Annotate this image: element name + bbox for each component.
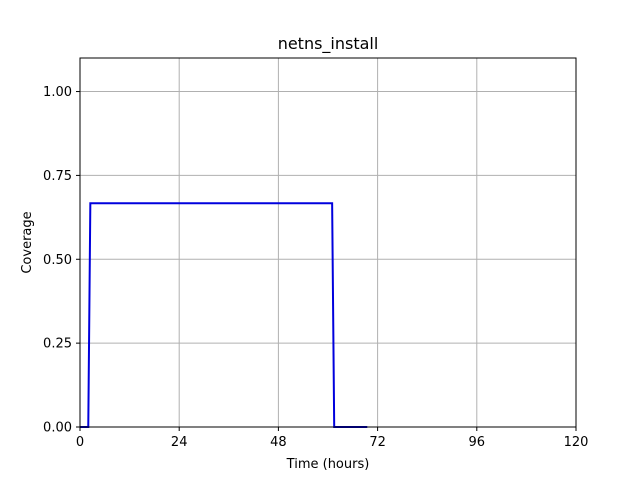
x-tick-label: 0 (76, 435, 84, 450)
x-axis-label: Time (hours) (286, 457, 370, 472)
y-tick-label: 0.75 (43, 169, 72, 184)
plot-frame (79, 57, 577, 428)
y-tick-label: 0.00 (43, 421, 72, 436)
x-axis-ticks: 0 24 48 72 96 120 (76, 427, 589, 450)
x-tick-label: 72 (369, 435, 386, 450)
y-tick-label: 0.25 (43, 337, 72, 352)
x-tick-label: 24 (171, 435, 188, 450)
x-tick-label: 96 (469, 435, 486, 450)
y-axis-label: Coverage (20, 211, 35, 273)
y-axis-ticks: 0.00 0.25 0.50 0.75 1.00 (43, 85, 80, 436)
x-tick-label: 120 (564, 435, 589, 450)
x-tick-label: 48 (270, 435, 287, 450)
chart-title: netns_install (278, 34, 379, 54)
y-tick-label: 0.50 (43, 253, 72, 268)
y-tick-label: 1.00 (43, 85, 72, 100)
